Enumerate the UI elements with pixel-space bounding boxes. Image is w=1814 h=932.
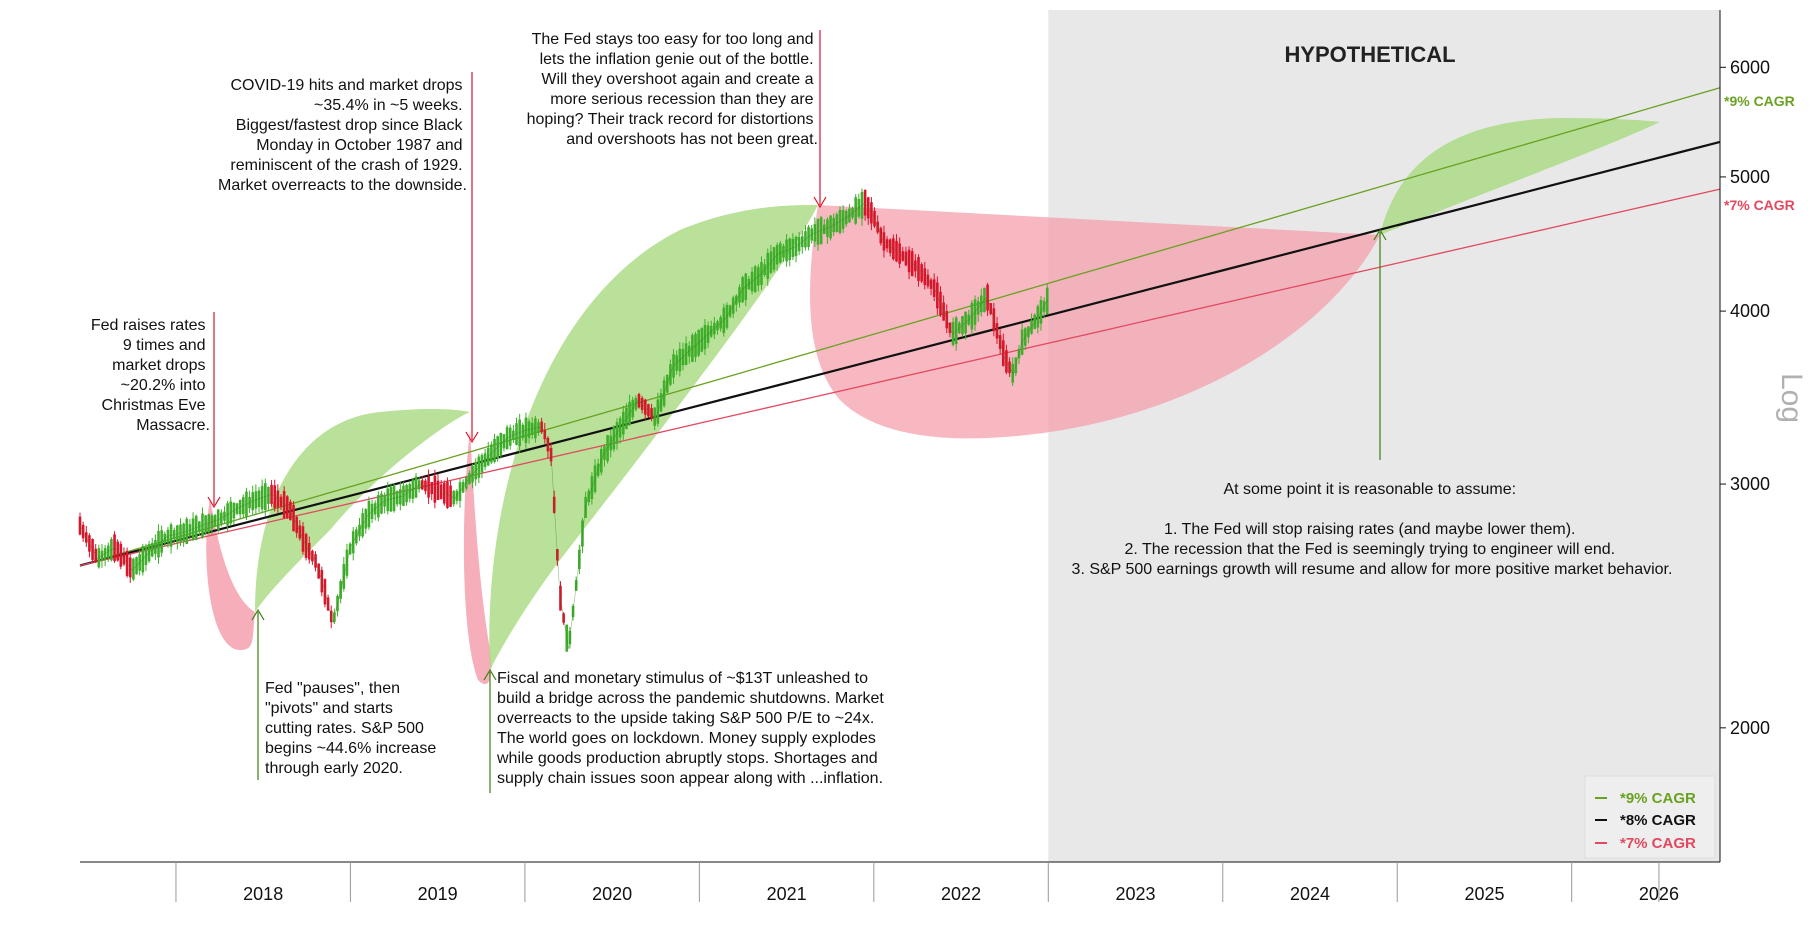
annotation-fed-raises: Fed raises rates 9 times and market drop… [91, 317, 210, 434]
pointer-arrows [207, 30, 1387, 793]
annotation-fed-pauses: Fed "pauses", then "pivots" and starts c… [265, 680, 441, 777]
right-label-7pct: *7% CAGR [1724, 197, 1795, 213]
x-tick-label-2019: 2019 [418, 884, 458, 904]
legend: *9% CAGR *8% CAGR *7% CAGR [1584, 775, 1716, 859]
x-tick-label-2021: 2021 [767, 884, 807, 904]
cagr-lines [79, 87, 1721, 567]
shade-2025-rally [1380, 118, 1660, 235]
y-tick-label-2000: 2000 [1730, 718, 1770, 738]
arrowhead-reasonable [1373, 228, 1387, 241]
shade-2018-drop [206, 498, 255, 650]
cagr-line-8pct [79, 140, 1721, 567]
shade-2022-bear [810, 205, 1380, 439]
x-tick-label-2025: 2025 [1464, 884, 1504, 904]
x-tick-label-2024: 2024 [1290, 884, 1330, 904]
y-axis-label: Log [1775, 373, 1808, 423]
annotations: Fed raises rates 9 times and market drop… [91, 31, 1673, 787]
price-line [79, 202, 1049, 650]
x-tick-label-2018: 2018 [243, 884, 283, 904]
cagr-line-7pct [79, 188, 1721, 567]
arrowhead-fed-easy [813, 196, 827, 209]
legend-label-8pct: *8% CAGR [1620, 812, 1696, 829]
shaded-regions [206, 118, 1660, 685]
shade-2020-21-rally [489, 205, 818, 670]
shade-2019-rally [255, 409, 470, 612]
hypothetical-region [1048, 10, 1720, 862]
x-tick-label-2020: 2020 [592, 884, 632, 904]
y-axis: 2000 3000 4000 5000 6000 [1719, 10, 1770, 862]
legend-label-7pct: *7% CAGR [1620, 835, 1696, 852]
arrowhead-fed-pauses [251, 608, 265, 621]
legend-box [1584, 775, 1716, 859]
x-tick-label-2023: 2023 [1116, 884, 1156, 904]
hypothetical-label: HYPOTHETICAL [1284, 42, 1455, 67]
legend-label-9pct: *9% CAGR [1620, 790, 1696, 807]
x-tick-label-2022: 2022 [941, 884, 981, 904]
y-tick-label-4000: 4000 [1730, 301, 1770, 321]
y-tick-label-5000: 5000 [1730, 167, 1770, 187]
annotation-fed-easy: The Fed stays too easy for too long and … [527, 31, 818, 148]
annotation-covid: COVID-19 hits and market drops ~35.4% in… [218, 77, 467, 194]
x-axis: 2018 2019 2020 2021 2022 2023 2024 2025 2026 [80, 861, 1720, 904]
y-tick-label-6000: 6000 [1730, 57, 1770, 77]
annotation-stimulus: Fiscal and monetary stimulus of ~$13T un… [496, 670, 888, 787]
arrowhead-stimulus [483, 668, 497, 681]
right-label-9pct: *9% CAGR [1724, 93, 1795, 109]
cagr-line-9pct [79, 87, 1721, 567]
arrowhead-covid [465, 431, 479, 444]
price-series [79, 202, 1049, 650]
annotation-reasonable: At some point it is reasonable to assume… [1072, 481, 1673, 578]
y-tick-label-3000: 3000 [1730, 474, 1770, 494]
arrowhead-fed-raises [207, 496, 221, 509]
shade-2020-crash [463, 430, 492, 685]
